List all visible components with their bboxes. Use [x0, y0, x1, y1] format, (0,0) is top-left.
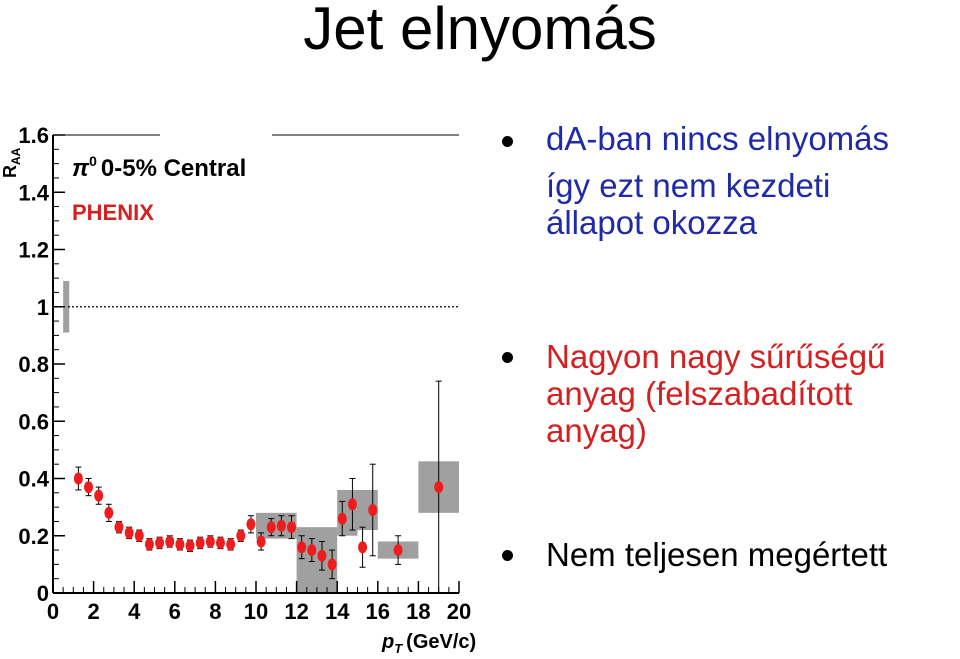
data-point: [84, 481, 94, 494]
x-tick-label: 6: [169, 599, 181, 624]
raa-chart: 0 2 4 6 8 10 12 14 16 18 20 0 0.2 0.4 0.6 0.8 1 1.2 1.4 1.6…: [0, 123, 476, 656]
centrality-annotation: π0 0-5% Central: [72, 153, 246, 182]
data-point: [327, 558, 337, 571]
centrality-text: 0-5% Central: [101, 155, 246, 182]
data-point: [165, 535, 175, 548]
data-point: [317, 549, 327, 562]
y-tick-label: 1.6: [18, 123, 49, 148]
syst-box: [63, 280, 70, 333]
x-tick-label: 10: [244, 599, 268, 624]
x-axis-label: pT (GeV/c): [381, 631, 476, 656]
data-point: [358, 541, 368, 554]
x-tick-label: 20: [447, 599, 471, 624]
data-point: [124, 526, 134, 539]
bullet-dot: [502, 352, 513, 363]
y-tick-label: 0.2: [18, 524, 49, 549]
y-tick-label: 0.6: [18, 409, 49, 434]
experiment-label: PHENIX: [72, 200, 154, 225]
data-point: [347, 498, 357, 511]
data-point: [205, 535, 215, 548]
x-tick-label: 16: [366, 599, 390, 624]
bullet-text: Nagyon nagy sűrűségű anyag (felszabadíto…: [546, 338, 886, 449]
x-axis-label-unit: (GeV/c): [406, 631, 476, 653]
y-tick-label: 0.4: [18, 467, 49, 492]
x-tick-label: 14: [325, 599, 350, 624]
x-tick-label: 18: [406, 599, 430, 624]
data-point: [368, 503, 378, 516]
data-point: [236, 529, 246, 542]
data-point: [114, 521, 124, 534]
data-point: [155, 536, 165, 549]
y-tick-label: 1.4: [18, 180, 49, 205]
data-point: [276, 519, 286, 532]
x-tick-label: 12: [284, 599, 308, 624]
data-point: [215, 536, 225, 549]
x-tick-label: 4: [128, 599, 141, 624]
data-point: [256, 535, 266, 548]
data-point: [73, 472, 83, 485]
data-point: [94, 489, 104, 502]
species-superscript: 0: [89, 153, 97, 169]
x-tick-label: 8: [209, 599, 221, 624]
y-axis-label-main: R: [0, 165, 20, 178]
y-tick-label: 1: [37, 295, 49, 320]
data-point: [185, 539, 195, 552]
y-tick-label: 0: [37, 581, 49, 606]
species-symbol: π: [72, 155, 90, 182]
data-point: [266, 521, 276, 534]
y-axis-label-sub: AA: [9, 147, 23, 165]
x-axis-label-sub: T: [394, 641, 403, 656]
data-point: [337, 512, 347, 525]
syst-box: [337, 489, 358, 536]
bullet-text: dA-ban nincs elnyomás így ezt nem kezdet…: [546, 120, 890, 241]
x-tick-label: 0: [47, 599, 59, 624]
slide-title: Jet elnyomás: [303, 0, 657, 62]
data-point: [226, 538, 236, 551]
bullet-dot: [502, 550, 513, 561]
data-point: [175, 538, 185, 551]
data-point: [246, 518, 256, 531]
data-point: [307, 544, 317, 557]
y-axis-label: RAA: [0, 147, 23, 178]
data-point: [297, 541, 307, 554]
data-point: [195, 536, 205, 549]
data-point: [287, 521, 297, 534]
data-point: [104, 506, 114, 519]
bullet-dot: [502, 136, 513, 147]
data-point: [434, 481, 444, 494]
data-point: [393, 544, 403, 557]
data-point: [144, 538, 154, 551]
bullet-text: Nem teljesen megértett: [546, 536, 888, 573]
y-tick-label: 1.2: [18, 238, 49, 263]
y-tick-label: 0.8: [18, 352, 49, 377]
x-tick-label: 2: [87, 599, 99, 624]
data-point: [134, 529, 144, 542]
x-axis-label-main: p: [381, 631, 394, 653]
